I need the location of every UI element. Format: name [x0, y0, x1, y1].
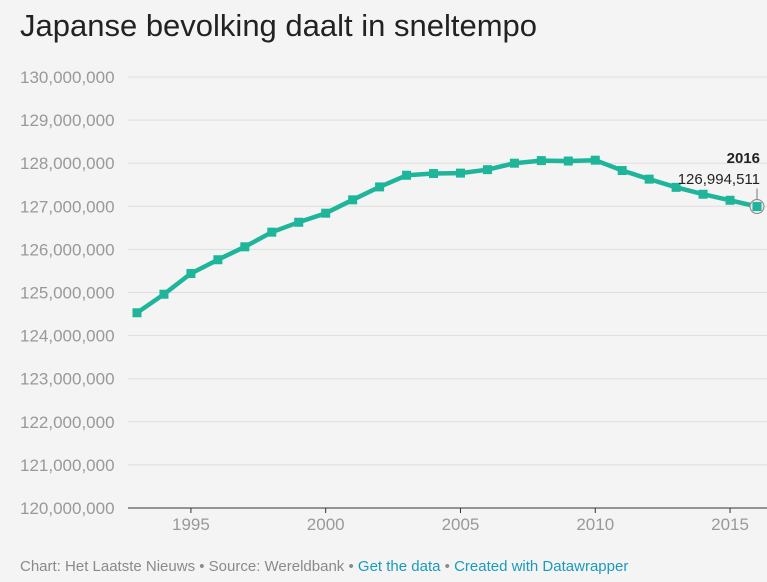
separator: •	[440, 558, 455, 575]
annotation-value: 126,994,511	[678, 171, 760, 188]
y-tick-label: 126,000,000	[20, 240, 115, 259]
annotation-year: 2016	[727, 150, 760, 167]
y-tick-label: 122,000,000	[20, 413, 115, 432]
data-point	[429, 169, 439, 179]
y-tick-label: 127,000,000	[20, 197, 115, 216]
data-point	[617, 166, 627, 176]
data-point	[375, 182, 385, 192]
series-line	[134, 157, 760, 316]
y-tick-label: 125,000,000	[20, 284, 115, 303]
y-tick-label: 123,000,000	[20, 370, 115, 389]
data-point	[563, 156, 573, 166]
datawrapper-link[interactable]: Created with Datawrapper	[454, 558, 629, 575]
data-point	[132, 308, 142, 318]
data-point	[348, 195, 358, 205]
data-point	[725, 195, 735, 205]
data-point	[752, 202, 762, 212]
y-tick-label: 128,000,000	[20, 154, 115, 173]
y-tick-label: 124,000,000	[20, 327, 115, 346]
data-point	[482, 165, 492, 175]
credit-text: Chart: Het Laatste Nieuws	[20, 558, 196, 575]
data-point	[509, 158, 519, 168]
y-tick-label: 120,000,000	[20, 499, 115, 518]
data-point	[159, 289, 169, 299]
x-tick-label: 1995	[172, 515, 210, 534]
data-point	[213, 255, 223, 265]
x-tick-label: 2005	[442, 515, 480, 534]
data-point	[402, 170, 412, 180]
data-point	[644, 174, 654, 184]
data-point	[267, 227, 277, 237]
data-point	[186, 269, 196, 279]
data-point	[240, 242, 250, 252]
source-text: Source: Wereldbank	[208, 558, 345, 575]
data-point	[698, 189, 708, 199]
x-tick-label: 2000	[307, 515, 345, 534]
y-tick-label: 130,000,000	[20, 68, 115, 87]
chart-title: Japanse bevolking daalt in sneltempo	[20, 8, 538, 43]
x-tick-label: 2010	[576, 515, 614, 534]
x-tick-label: 2015	[711, 515, 749, 534]
separator: •	[195, 558, 209, 575]
data-point	[294, 217, 304, 227]
separator: •	[344, 558, 358, 575]
data-point	[321, 208, 331, 218]
data-point	[455, 168, 465, 178]
chart-footer: Chart: Het Laatste Nieuws • Source: Were…	[20, 558, 628, 575]
data-point	[536, 156, 546, 166]
get-data-link[interactable]: Get the data	[357, 558, 441, 575]
y-tick-label: 121,000,000	[20, 456, 115, 475]
y-tick-label: 129,000,000	[20, 111, 115, 130]
data-point	[590, 155, 600, 165]
data-point	[671, 182, 681, 192]
